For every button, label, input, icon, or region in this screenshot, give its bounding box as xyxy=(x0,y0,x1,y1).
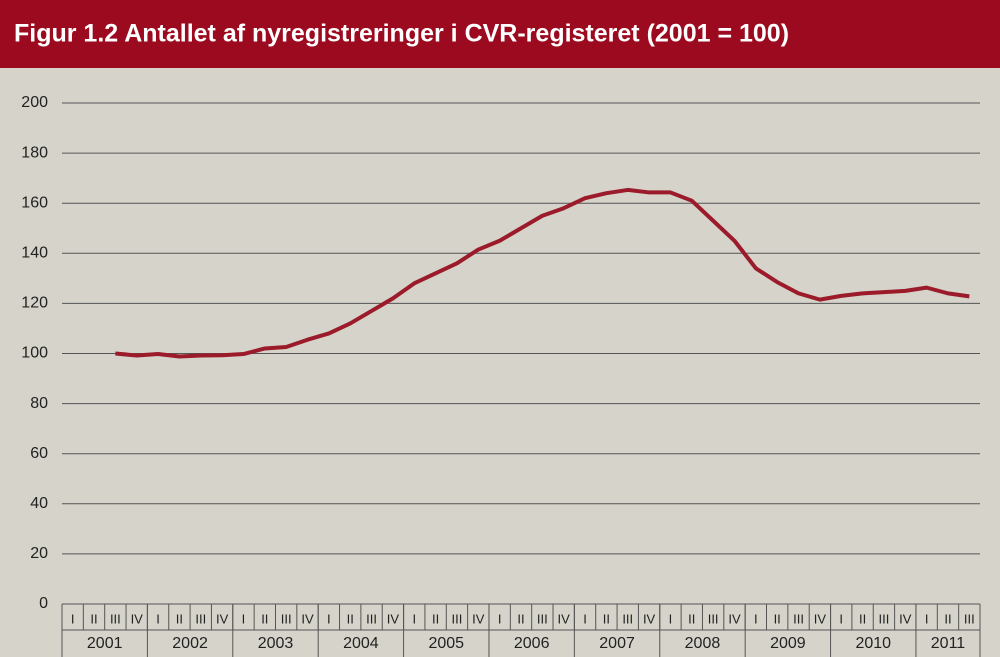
y-tick-label: 40 xyxy=(30,495,48,512)
x-tick-label: IV xyxy=(301,611,314,626)
year-label: 2002 xyxy=(172,635,208,652)
x-tick-label: II xyxy=(517,611,524,626)
x-tick-label: IV xyxy=(131,611,144,626)
x-tick-label: III xyxy=(622,611,633,626)
year-label: 2001 xyxy=(87,635,123,652)
x-tick-label: IV xyxy=(472,611,485,626)
y-tick-label: 160 xyxy=(21,194,48,211)
x-tick-label: III xyxy=(793,611,804,626)
x-tick-label: I xyxy=(71,611,75,626)
y-tick-label: 0 xyxy=(39,595,48,612)
x-tick-label: II xyxy=(90,611,97,626)
x-tick-label: III xyxy=(110,611,121,626)
x-tick-label: I xyxy=(242,611,246,626)
x-tick-label: I xyxy=(583,611,587,626)
year-label: 2010 xyxy=(855,635,891,652)
x-tick-label: IV xyxy=(216,611,229,626)
x-tick-label: I xyxy=(754,611,758,626)
y-tick-label: 120 xyxy=(21,295,48,312)
x-tick-label: II xyxy=(859,611,866,626)
x-tick-label: III xyxy=(281,611,292,626)
x-tick-label: II xyxy=(944,611,951,626)
x-tick-label: III xyxy=(452,611,463,626)
x-tick-label: IV xyxy=(728,611,741,626)
y-tick-label: 20 xyxy=(30,545,48,562)
x-tick-label: I xyxy=(498,611,502,626)
chart-title: Figur 1.2 Antallet af nyregistreringer i… xyxy=(14,20,789,48)
x-tick-label: III xyxy=(195,611,206,626)
x-tick-label: II xyxy=(432,611,439,626)
x-tick-label: II xyxy=(688,611,695,626)
x-tick-label: III xyxy=(708,611,719,626)
x-tick-label: I xyxy=(327,611,331,626)
x-tick-label: III xyxy=(879,611,890,626)
x-tick-label: IV xyxy=(643,611,656,626)
x-tick-label: II xyxy=(176,611,183,626)
x-tick-label: IV xyxy=(558,611,571,626)
x-tick-label: I xyxy=(156,611,160,626)
x-tick-label: I xyxy=(925,611,929,626)
year-label: 2008 xyxy=(685,635,721,652)
x-tick-label: IV xyxy=(387,611,400,626)
year-label: 2007 xyxy=(599,635,635,652)
x-tick-label: II xyxy=(774,611,781,626)
x-tick-label: III xyxy=(537,611,548,626)
x-tick-label: I xyxy=(669,611,673,626)
x-tick-label: I xyxy=(412,611,416,626)
y-tick-label: 60 xyxy=(30,445,48,462)
y-tick-label: 200 xyxy=(21,94,48,111)
x-tick-label: II xyxy=(261,611,268,626)
data-line xyxy=(115,187,970,359)
year-label: 2003 xyxy=(258,635,294,652)
x-tick-label: II xyxy=(347,611,354,626)
y-tick-label: 140 xyxy=(21,245,48,262)
year-label: 2004 xyxy=(343,635,379,652)
year-label: 2005 xyxy=(428,635,464,652)
x-tick-label: IV xyxy=(899,611,912,626)
x-tick-label: I xyxy=(839,611,843,626)
y-tick-label: 80 xyxy=(30,395,48,412)
year-label: 2009 xyxy=(770,635,806,652)
x-tick-label: II xyxy=(603,611,610,626)
x-tick-label: III xyxy=(366,611,377,626)
year-label: 2011 xyxy=(931,635,966,652)
x-tick-label: IV xyxy=(814,611,827,626)
y-tick-label: 100 xyxy=(21,345,48,362)
y-tick-label: 180 xyxy=(21,144,48,161)
x-tick-label: III xyxy=(964,611,975,626)
year-label: 2006 xyxy=(514,635,550,652)
title-bar xyxy=(0,0,1000,68)
